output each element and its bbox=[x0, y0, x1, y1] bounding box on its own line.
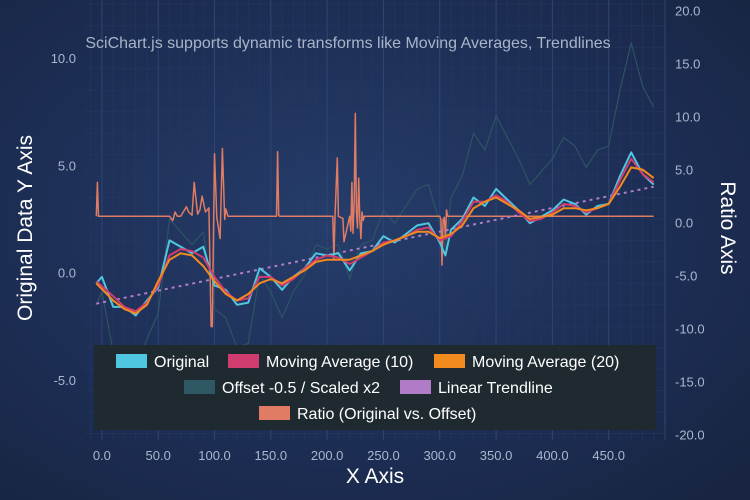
right-y-tick-label: -5.0 bbox=[675, 269, 697, 284]
left-y-tick-label: 0.0 bbox=[58, 266, 76, 281]
legend-swatch-moving-average-20 bbox=[434, 354, 465, 368]
x-tick-label: 450.0 bbox=[592, 448, 625, 463]
series-line-offset-0-5-scaled-x2 bbox=[95, 42, 655, 370]
series-line-moving-average-20 bbox=[95, 166, 655, 315]
series-layer bbox=[95, 42, 655, 370]
left-axis-title: Original Data Y Axis bbox=[14, 135, 37, 321]
right-y-tick-label: 20.0 bbox=[675, 4, 700, 19]
series-line-moving-average-10 bbox=[95, 157, 655, 313]
legend-label-ratio-original-vs-offset: Ratio (Original vs. Offset) bbox=[297, 406, 476, 423]
right-y-tick-label: -10.0 bbox=[675, 322, 705, 337]
legend-label-original: Original bbox=[154, 354, 209, 371]
series-line-ratio-original-vs-offset bbox=[95, 112, 654, 328]
right-axis-title: Ratio Axis bbox=[716, 181, 739, 274]
right-axis-ticks: -20.0 -15.0 -10.0 -5.0 0.0 5.0 10.0 15.0 20.0 bbox=[675, 4, 705, 443]
x-axis-ticks: 0.0 50.0 100.0 150.0 200.0 250.0 300.0 350.0 400… bbox=[93, 448, 625, 463]
right-y-tick-label: 10.0 bbox=[675, 110, 700, 125]
legend-swatch-ratio-original-vs-offset bbox=[259, 406, 290, 420]
legend-label-moving-average-10: Moving Average (10) bbox=[266, 354, 413, 371]
legend-swatch-linear-trendline bbox=[400, 380, 431, 394]
chart-title: SciChart.js supports dynamic transforms … bbox=[85, 35, 610, 52]
x-tick-label: 350.0 bbox=[480, 448, 513, 463]
legend-label-offset-0-5-scaled-x2: Offset -0.5 / Scaled x2 bbox=[222, 380, 380, 397]
right-y-tick-label: 0.0 bbox=[675, 216, 693, 231]
left-y-tick-label: 5.0 bbox=[58, 158, 76, 173]
right-y-tick-label: -15.0 bbox=[675, 375, 705, 390]
x-axis-title: X Axis bbox=[346, 465, 404, 488]
right-y-tick-label: 15.0 bbox=[675, 57, 700, 72]
right-y-tick-label: 5.0 bbox=[675, 163, 693, 178]
x-tick-label: 150.0 bbox=[255, 448, 288, 463]
right-y-tick-label: -20.0 bbox=[675, 428, 705, 443]
x-tick-label: 100.0 bbox=[198, 448, 231, 463]
legend-swatch-moving-average-10 bbox=[228, 354, 259, 368]
left-y-tick-label: 10.0 bbox=[51, 51, 76, 66]
x-tick-label: 250.0 bbox=[367, 448, 400, 463]
legend-swatch-offset-0-5-scaled-x2 bbox=[184, 380, 215, 394]
legend-swatch-original bbox=[116, 354, 147, 368]
x-tick-label: 400.0 bbox=[536, 448, 569, 463]
legend-label-linear-trendline: Linear Trendline bbox=[438, 380, 553, 397]
left-axis-ticks: -5.0 0.0 5.0 10.0 bbox=[51, 51, 76, 388]
legend: Original Moving Average (10) Moving Averag… bbox=[94, 345, 656, 430]
x-tick-label: 0.0 bbox=[93, 448, 111, 463]
x-tick-label: 300.0 bbox=[423, 448, 456, 463]
x-tick-label: 200.0 bbox=[311, 448, 344, 463]
legend-label-moving-average-20: Moving Average (20) bbox=[472, 354, 619, 371]
left-y-tick-label: -5.0 bbox=[54, 373, 76, 388]
x-tick-label: 50.0 bbox=[146, 448, 171, 463]
